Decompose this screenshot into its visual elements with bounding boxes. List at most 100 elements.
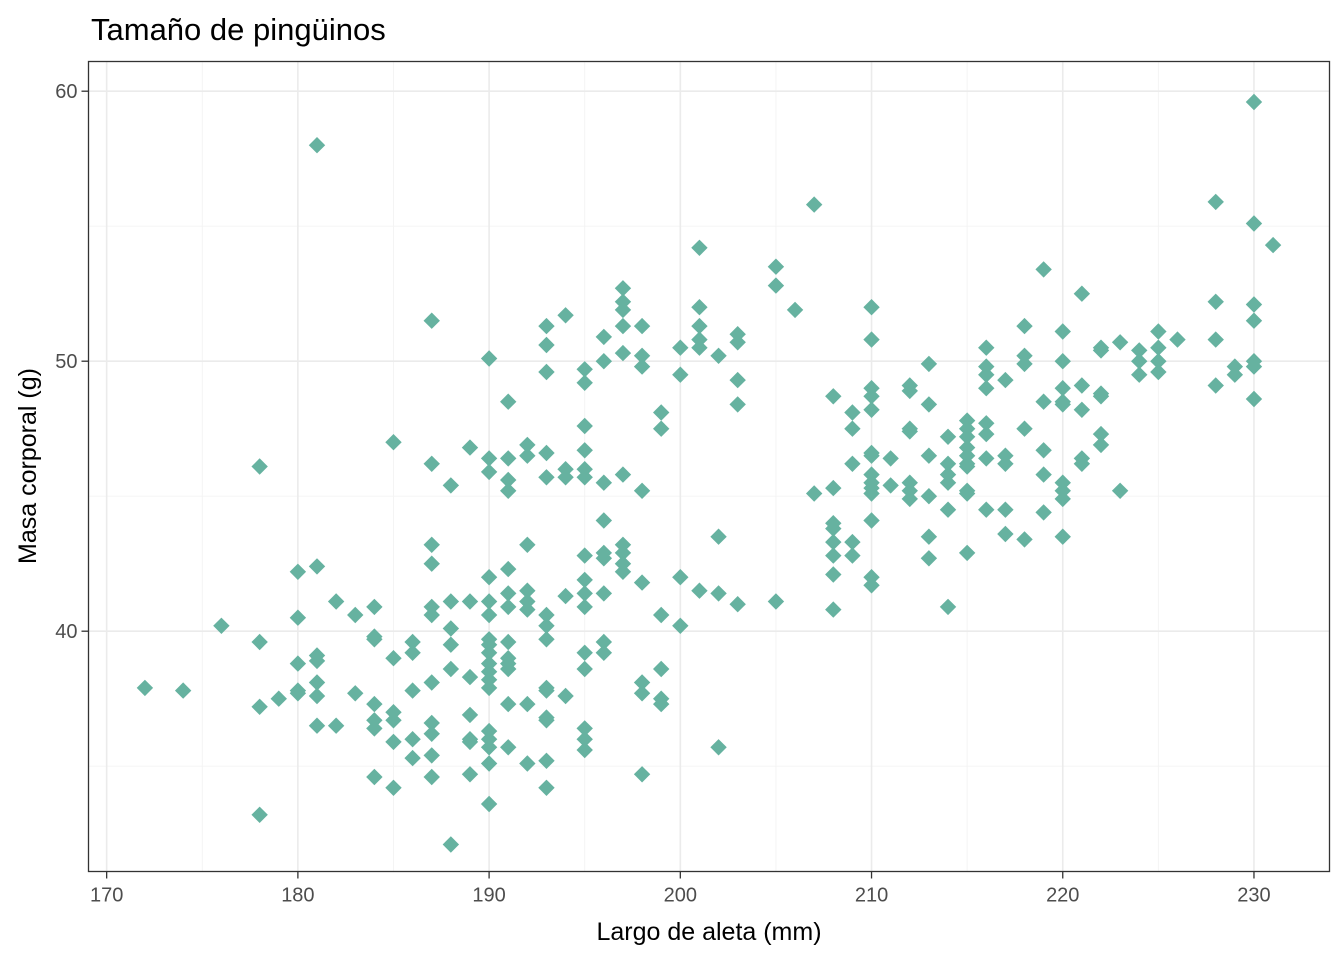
data-point: [652, 695, 670, 713]
data-point: [480, 350, 498, 367]
data-point: [461, 668, 479, 686]
data-point: [1131, 366, 1148, 383]
data-point: [844, 547, 861, 564]
data-point: [174, 682, 192, 699]
data-point: [576, 571, 593, 589]
data-point: [939, 474, 957, 491]
data-point: [519, 582, 536, 599]
data-point: [423, 674, 440, 691]
data-point: [480, 739, 498, 756]
data-point: [1245, 312, 1263, 329]
data-point: [576, 741, 593, 759]
data-point: [347, 685, 364, 702]
chart-title: Tamaño de pingüinos: [91, 12, 386, 47]
data-point: [366, 695, 383, 713]
data-point: [442, 636, 460, 653]
data-point: [1111, 482, 1129, 499]
data-point: [825, 479, 842, 497]
data-point: [633, 574, 651, 591]
data-point: [825, 533, 842, 551]
data-point: [404, 731, 421, 748]
data-point: [538, 631, 555, 648]
x-tick-label: 220: [1046, 885, 1079, 907]
data-point: [901, 490, 918, 508]
data-point: [672, 569, 689, 586]
data-point: [442, 660, 460, 678]
data-point: [595, 353, 613, 370]
data-point: [825, 520, 842, 537]
data-point: [480, 450, 498, 467]
data-point: [595, 550, 613, 567]
data-point: [1073, 401, 1091, 418]
data-point: [538, 336, 555, 354]
data-point: [863, 299, 880, 316]
data-point: [1073, 285, 1091, 302]
data-point: [786, 301, 804, 319]
data-point: [576, 660, 593, 678]
data-point: [1016, 531, 1033, 548]
data-point: [939, 598, 957, 616]
data-point: [863, 388, 880, 405]
data-point: [538, 779, 555, 796]
data-point: [614, 466, 632, 483]
data-point: [480, 679, 498, 697]
data-point: [576, 720, 593, 737]
data-point: [595, 633, 613, 651]
data-point: [920, 550, 938, 567]
data-point: [366, 720, 383, 737]
data-point: [1035, 442, 1052, 459]
data-point: [633, 674, 651, 691]
data-point: [633, 685, 651, 702]
data-point: [595, 585, 613, 602]
data-point: [633, 482, 651, 499]
data-point: [423, 747, 440, 764]
data-point: [423, 536, 440, 553]
data-point: [1035, 504, 1052, 521]
data-point: [519, 536, 536, 553]
data-point: [614, 563, 632, 580]
data-point: [1264, 236, 1282, 254]
data-point: [385, 434, 402, 451]
data-point: [538, 712, 555, 729]
data-point: [500, 695, 517, 713]
data-point: [576, 442, 593, 459]
panel-border: [87, 60, 1331, 873]
data-point: [997, 371, 1014, 389]
x-tick-label: 200: [664, 885, 697, 907]
y-tick-label: 60: [55, 81, 77, 103]
data-point: [308, 137, 326, 154]
data-point: [1150, 339, 1167, 356]
data-point: [939, 428, 957, 445]
data-point: [1035, 261, 1052, 278]
data-point: [1054, 380, 1071, 397]
data-point: [1150, 323, 1167, 340]
data-point: [844, 533, 861, 551]
data-point: [538, 363, 555, 381]
x-tick-label: 190: [472, 885, 505, 907]
data-point: [1016, 420, 1033, 437]
data-point: [978, 366, 995, 383]
data-point: [958, 485, 976, 502]
data-point: [652, 660, 670, 678]
data-point: [385, 712, 402, 729]
data-point: [557, 587, 574, 605]
data-point: [251, 633, 268, 651]
data-point: [978, 501, 995, 518]
data-point: [978, 339, 995, 356]
y-axis-label: Masa corporal (g): [14, 368, 42, 564]
data-point: [710, 585, 727, 602]
data-point: [844, 404, 861, 421]
data-point: [308, 558, 326, 575]
data-point: [882, 477, 899, 494]
data-point: [1054, 528, 1071, 545]
data-point: [614, 544, 632, 562]
data-point: [825, 566, 842, 583]
data-point: [958, 428, 976, 445]
data-point: [251, 806, 268, 823]
data-point: [404, 633, 421, 651]
data-point: [997, 525, 1014, 543]
data-point: [1054, 353, 1071, 370]
data-point: [519, 755, 536, 772]
data-point: [920, 447, 938, 464]
data-point: [863, 512, 880, 529]
